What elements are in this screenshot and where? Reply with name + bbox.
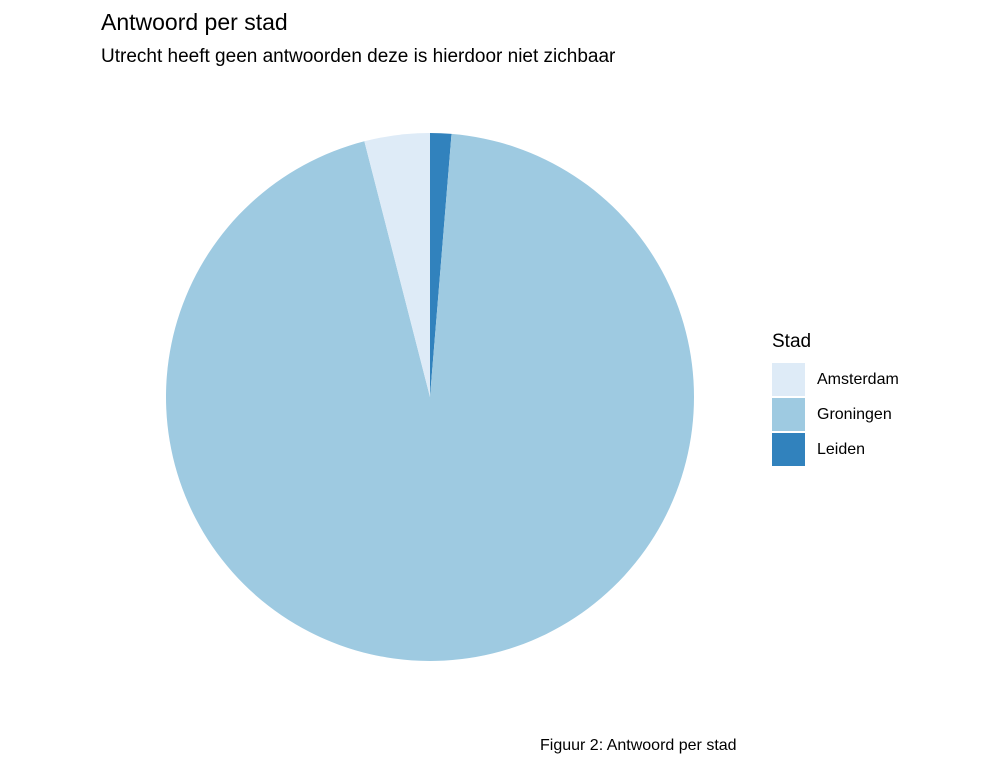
pie-slice-groningen: [166, 133, 695, 661]
legend-swatch-amsterdam: [772, 363, 805, 396]
chart-title: Antwoord per stad: [101, 9, 288, 35]
chart-subtitle: Utrecht heeft geen antwoorden deze is hi…: [101, 46, 616, 67]
legend-label-groningen: Groningen: [817, 405, 892, 423]
legend-item-groningen: Groningen: [772, 397, 899, 432]
legend-item-leiden: Leiden: [772, 432, 899, 467]
legend-label-leiden: Leiden: [817, 440, 866, 458]
legend-title: Stad: [772, 331, 812, 352]
pie-slice-leiden: [430, 133, 452, 397]
legend-label-amsterdam: Amsterdam: [817, 370, 899, 388]
legend-item-amsterdam: Amsterdam: [772, 362, 899, 397]
legend-swatch-groningen: [772, 398, 805, 431]
legend: Stad Amsterdam Groningen Leiden: [772, 330, 899, 467]
pie-slice-amsterdam: [364, 133, 430, 397]
figure-caption: Figuur 2: Antwoord per stad: [540, 737, 737, 754]
legend-swatch-leiden: [772, 433, 805, 466]
